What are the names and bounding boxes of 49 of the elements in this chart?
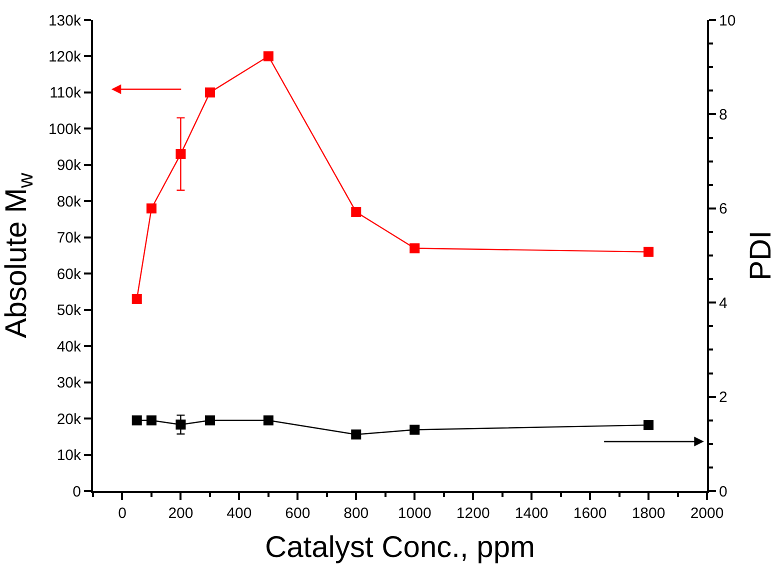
y2-tick-label: 8 xyxy=(719,106,728,124)
y2-tick-label: 6 xyxy=(719,200,728,218)
y2-axis-title: PDI xyxy=(744,230,778,281)
y-tick-label: 80k xyxy=(56,193,82,210)
x-tick-label: 1400 xyxy=(514,505,548,522)
point xyxy=(132,294,142,304)
x-tick-label: 2000 xyxy=(690,505,724,522)
x-tick-label: 1600 xyxy=(573,505,607,522)
point xyxy=(351,207,362,218)
y-tick-label: 90k xyxy=(56,157,82,174)
x-tick-label: 1000 xyxy=(398,505,432,522)
x-tick-label: 0 xyxy=(118,505,126,522)
x-tick-label: 600 xyxy=(285,505,310,522)
y-tick-label: 30k xyxy=(56,374,82,392)
x-axis-title: Catalyst Conc., ppm xyxy=(264,531,536,564)
y2-tick-label: 4 xyxy=(719,294,728,312)
y-tick-label: 100k xyxy=(48,120,82,138)
point xyxy=(176,420,186,430)
y-tick-label: 10k xyxy=(56,447,82,464)
y-tick-label: 60k xyxy=(56,266,82,283)
y2-tick-label: 0 xyxy=(719,483,728,500)
point xyxy=(146,415,156,426)
x-tick-label: 800 xyxy=(344,505,369,522)
point xyxy=(132,415,142,426)
y-tick-label: 130k xyxy=(48,12,82,30)
point xyxy=(644,420,654,430)
point xyxy=(204,415,215,426)
point xyxy=(410,243,420,254)
y-tick-label: 110k xyxy=(50,84,82,102)
point xyxy=(146,203,156,214)
y-tick-label: 50k xyxy=(56,302,82,320)
y2-tick-label: 10 xyxy=(719,12,736,30)
point xyxy=(410,424,420,435)
y-tick-label: 40k xyxy=(56,338,82,356)
point xyxy=(176,149,186,160)
x-tick-label: 1800 xyxy=(632,505,666,522)
x-tick-label: 1200 xyxy=(456,505,490,522)
point xyxy=(263,415,274,426)
y-tick-label: 0 xyxy=(72,483,81,500)
y-tick-label: 70k xyxy=(56,230,82,247)
point xyxy=(644,246,654,257)
point xyxy=(263,51,274,62)
point xyxy=(351,429,362,440)
y2-tick-label: 2 xyxy=(719,389,728,406)
y-tick-label: 120k xyxy=(48,48,82,66)
x-tick-label: 200 xyxy=(168,505,194,522)
point xyxy=(204,87,215,98)
y-tick-label: 20k xyxy=(56,410,82,428)
x-tick-label: 400 xyxy=(226,505,252,522)
